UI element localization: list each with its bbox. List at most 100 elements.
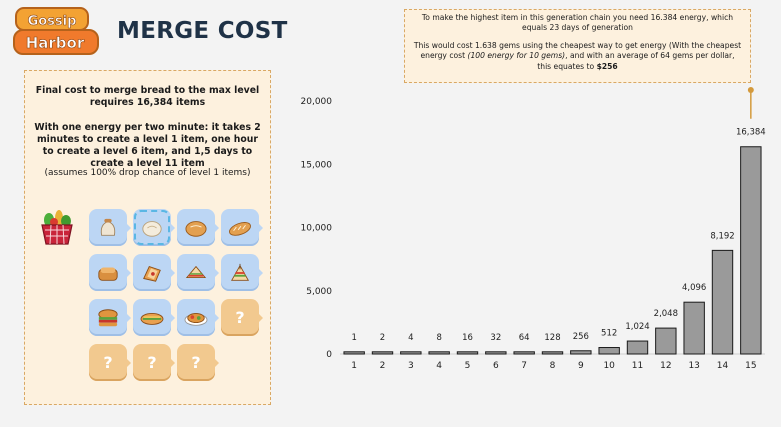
x-tick-label: 1 [351, 361, 357, 371]
bar-value-label: 32 [490, 333, 501, 343]
bar-value-label: 4,096 [682, 283, 706, 293]
bar-level-5 [456, 351, 479, 355]
merge-item-level-8[interactable] [221, 254, 263, 291]
x-tick-label: 11 [632, 361, 643, 371]
tile-arrow [214, 313, 219, 323]
locked-item-icon: ? [103, 353, 113, 372]
bar-value-label: 128 [544, 333, 560, 343]
y-tick-label: 0 [326, 350, 332, 360]
dough-ball-icon [142, 220, 162, 237]
merge-item-level-4[interactable] [221, 209, 263, 246]
generator-tile[interactable] [36, 209, 78, 246]
page-title: MERGE COST [117, 18, 288, 44]
bar-chart-svg: 0 5,000 10,000 15,000 20,000 1 12 2 4 3 8 4 16 5 32 6 64… [301, 87, 766, 371]
x-tick-label: 6 [493, 361, 499, 371]
merge-item-level-13[interactable]: ? [89, 344, 131, 381]
svg-text:Gossip: Gossip [28, 14, 77, 29]
y-tick-label: 20,000 [301, 97, 333, 107]
club-sandwich-icon [230, 263, 250, 281]
y-tick-label: 5,000 [306, 287, 332, 297]
x-tick-label: 3 [408, 361, 414, 371]
tile-arrow [126, 223, 131, 233]
merge-item-level-10[interactable] [133, 299, 175, 336]
locked-item-icon: ? [147, 353, 157, 372]
tile-arrow [170, 358, 175, 368]
tile-arrow [170, 313, 175, 323]
sub-sandwich-icon [140, 312, 164, 325]
baguette-icon [229, 221, 251, 236]
bar-level-9 [570, 350, 592, 355]
sandwich-icon [185, 265, 207, 278]
bar-value-label: 256 [573, 332, 589, 342]
bar-level-12 [655, 327, 677, 355]
bar-value-label: 64 [519, 333, 530, 343]
x-tick-label: 10 [603, 361, 615, 371]
merge-item-level-1[interactable] [89, 209, 131, 246]
bar-level-15 [740, 146, 762, 355]
toast-icon [143, 265, 161, 282]
tile-arrow [258, 313, 263, 323]
locked-item-icon: ? [191, 353, 201, 372]
bread-loaf-icon [98, 267, 118, 281]
bar-value-label: 8 [436, 333, 441, 343]
x-tick-label: 2 [380, 361, 386, 371]
merge-item-level-6[interactable] [133, 254, 175, 291]
bar-level-4 [428, 351, 450, 355]
tile-arrow [170, 268, 175, 278]
bar-level-2 [371, 351, 394, 355]
flour-sack-icon [100, 218, 116, 236]
x-tick-label: 14 [717, 361, 729, 371]
bar-value-label: 16,384 [736, 128, 766, 138]
burger-icon [98, 308, 118, 326]
bar-value-label: 2,048 [654, 309, 678, 319]
tile-arrow [214, 223, 219, 233]
x-tick-label: 4 [436, 361, 442, 371]
merge-item-level-2[interactable] [133, 209, 175, 246]
merge-item-level-5[interactable] [89, 254, 131, 291]
y-tick-label: 10,000 [301, 224, 333, 234]
bar-level-14 [711, 249, 734, 355]
bar-value-label: 512 [601, 329, 617, 339]
callout-line-2: This would cost 1.638 gems using the che… [413, 40, 742, 71]
merge-item-level-14[interactable]: ? [133, 344, 175, 381]
merge-item-level-7[interactable] [177, 254, 219, 291]
tile-arrow [170, 223, 175, 233]
bar-level-10 [598, 347, 620, 355]
y-tick-label: 15,000 [301, 160, 333, 170]
bar-level-13 [683, 301, 705, 355]
panel-note: (assumes 100% drop chance of level 1 ite… [44, 168, 251, 178]
x-tick-label: 7 [521, 361, 527, 371]
gossip-harbor-logo: Gossip Harbor [12, 6, 104, 56]
bar-value-label: 4 [408, 333, 413, 343]
bar-level-7 [513, 351, 535, 355]
bar-value-label: 16 [462, 333, 473, 343]
x-tick-label: 15 [745, 361, 756, 371]
merge-item-level-9[interactable] [89, 299, 131, 336]
tile-arrow [126, 313, 131, 323]
panel-body: With one energy per two minute: it takes… [34, 122, 261, 169]
tile-arrow [126, 358, 131, 368]
bread-roll-icon [185, 220, 207, 237]
x-tick-label: 12 [660, 361, 671, 371]
bar-level-1 [343, 351, 365, 355]
vegetable-basket-icon [41, 209, 73, 245]
x-tick-label: 9 [578, 361, 584, 371]
bar-value-label: 1 [351, 333, 356, 343]
merge-item-level-12[interactable]: ? [221, 299, 263, 336]
merge-item-level-3[interactable] [177, 209, 219, 246]
merge-cost-chart: 0 5,000 10,000 15,000 20,000 1 1 2 2 4 3 8 4 16 5 32 6 64… [290, 80, 781, 380]
x-tick-label: 5 [465, 361, 471, 371]
tile-arrow [214, 358, 219, 368]
bagel-icon [184, 312, 208, 326]
tile-arrow [258, 268, 263, 278]
energy-cost-callout: To make the highest item in this generat… [404, 9, 751, 83]
bar-level-11 [626, 340, 649, 355]
merge-item-level-15[interactable]: ? [177, 344, 219, 381]
tile-arrow [258, 223, 263, 233]
merge-item-level-11[interactable] [177, 299, 219, 336]
panel-heading: Final cost to merge bread to the max lev… [35, 85, 260, 108]
bar-level-8 [541, 351, 564, 355]
bar-level-3 [400, 351, 422, 355]
bar-value-label: 8,192 [710, 231, 734, 241]
locked-item-icon: ? [235, 308, 245, 327]
